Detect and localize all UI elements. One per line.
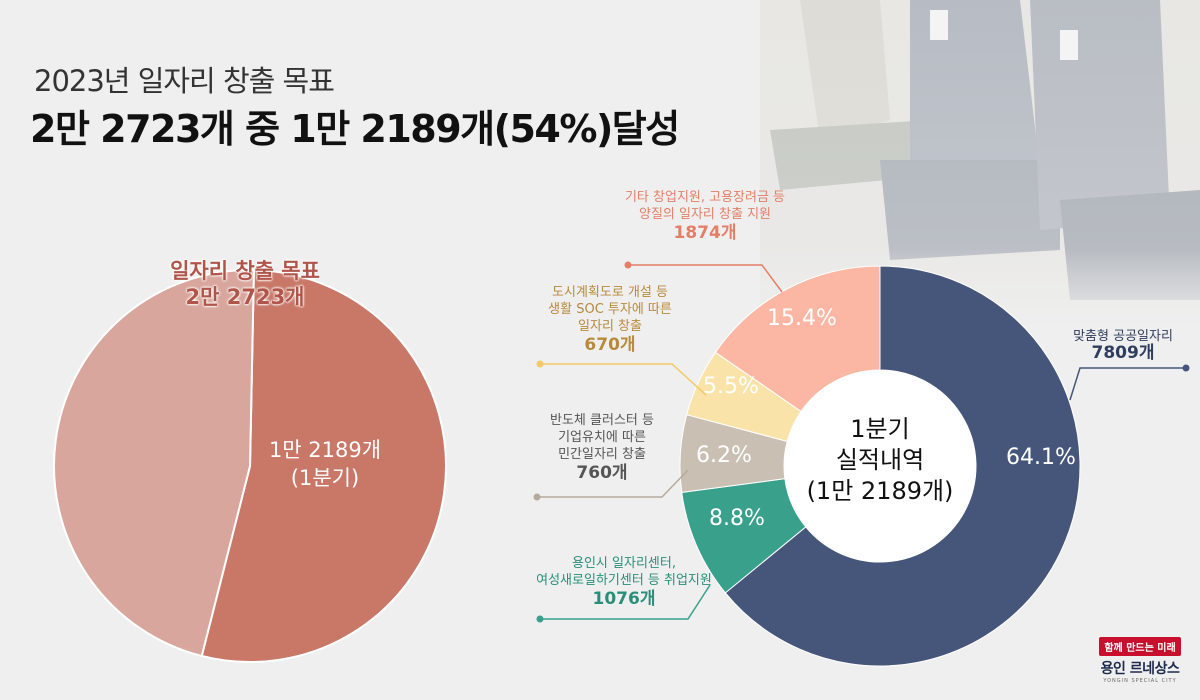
leader-quality-dot (624, 261, 632, 269)
annotation-soc-line3: 일자리 창출 (578, 319, 642, 334)
annotation-employment: 용인시 일자리센터, 여성새로일하기센터 등 취업지원 1076개 (514, 555, 734, 608)
annotation-soc-count: 670개 (584, 335, 636, 355)
donut-center-line2: 실적내역 (835, 446, 925, 474)
annotation-semi-count: 760개 (576, 463, 628, 483)
donut-center-label: 1분기 실적내역 (1만 2189개) (790, 414, 970, 507)
annotation-soc-line1: 도시계획도로 개설 등 (552, 285, 668, 300)
annotation-emp-line1: 용인시 일자리센터, (572, 556, 676, 571)
pie-achieved-label-line2: (1분기) (290, 466, 360, 490)
annotation-semi-line3: 민간일자리 창출 (558, 447, 646, 462)
pie-chart (53, 269, 447, 663)
leader-lines (533, 261, 1190, 623)
pie-achieved-label-line1: 1만 2189개 (268, 438, 382, 462)
pct-public: 64.1% (1006, 445, 1076, 470)
pie-slice-achieved (200, 269, 447, 663)
annotation-public-count: 7809개 (1091, 343, 1155, 363)
leader-quality (628, 264, 783, 293)
leader-semiconductor (537, 469, 689, 498)
annotation-semi-line1: 반도체 클러스터 등 (550, 413, 654, 428)
background-photo (760, 0, 1200, 330)
pie-target-label: 일자리 창출 목표 2만 2723개 (140, 258, 350, 310)
pie-target-label-line1: 일자리 창출 목표 (170, 259, 320, 283)
donut-center-line1: 1분기 (850, 415, 910, 443)
annotation-public-jobs: 맞춤형 공공일자리 7809개 (1048, 328, 1198, 362)
annotation-quality-line2: 양질의 일자리 창출 지원 (639, 207, 771, 222)
title-line2: 2만 2723개 중 1만 2189개(54%)달성 (30, 107, 680, 151)
pct-soc: 5.5% (703, 374, 759, 399)
annotation-quality-line1: 기타 창업지원, 고용장려금 등 (624, 190, 786, 205)
logo-sub: YONGIN SPECIAL CITY (1103, 678, 1177, 684)
annotation-quality-jobs: 기타 창업지원, 고용장려금 등 양질의 일자리 창출 지원 1874개 (590, 189, 820, 242)
leader-semiconductor-dot (533, 493, 541, 501)
pie-slice-remaining (53, 269, 255, 658)
donut-center-line3: (1만 2189개) (806, 477, 954, 505)
annotation-emp-line2: 여성새로일하기센터 등 취업지원 (536, 573, 712, 588)
pct-employment: 8.8% (709, 506, 765, 531)
annotation-soc-line2: 생활 SOC 투자에 따른 (548, 302, 672, 317)
leader-public (1069, 367, 1186, 401)
leader-public-dot (1182, 364, 1190, 372)
leader-employment (540, 584, 711, 620)
title-line1: 2023년 일자리 창출 목표 (34, 64, 335, 98)
leader-employment-dot (536, 615, 544, 623)
donut-chart (679, 265, 1081, 667)
pct-quality: 15.4% (767, 306, 837, 331)
leader-soc (540, 363, 707, 396)
pct-semiconductor: 6.2% (696, 443, 752, 468)
logo-tagline: 함께 만드는 미래 (1099, 637, 1181, 656)
annotation-quality-count: 1874개 (673, 223, 737, 243)
annotation-public-line1: 맞춤형 공공일자리 (1073, 329, 1173, 344)
logo-brand: 용인 르네상스 (1100, 661, 1180, 677)
pie-target-label-line2: 2만 2723개 (185, 285, 305, 309)
yongin-logo: 함께 만드는 미래 용인 르네상스 YONGIN SPECIAL CITY (1095, 636, 1185, 684)
annotation-soc: 도시계획도로 개설 등 생활 SOC 투자에 따른 일자리 창출 670개 (520, 284, 700, 354)
pie-achieved-label: 1만 2189개 (1분기) (255, 436, 395, 492)
annotation-semi-line2: 기업유치에 따른 (558, 430, 646, 445)
leader-soc-dot (536, 360, 544, 368)
annotation-emp-count: 1076개 (592, 589, 656, 609)
donut-hole (784, 370, 976, 562)
annotation-semiconductor: 반도체 클러스터 등 기업유치에 따른 민간일자리 창출 760개 (517, 412, 687, 482)
